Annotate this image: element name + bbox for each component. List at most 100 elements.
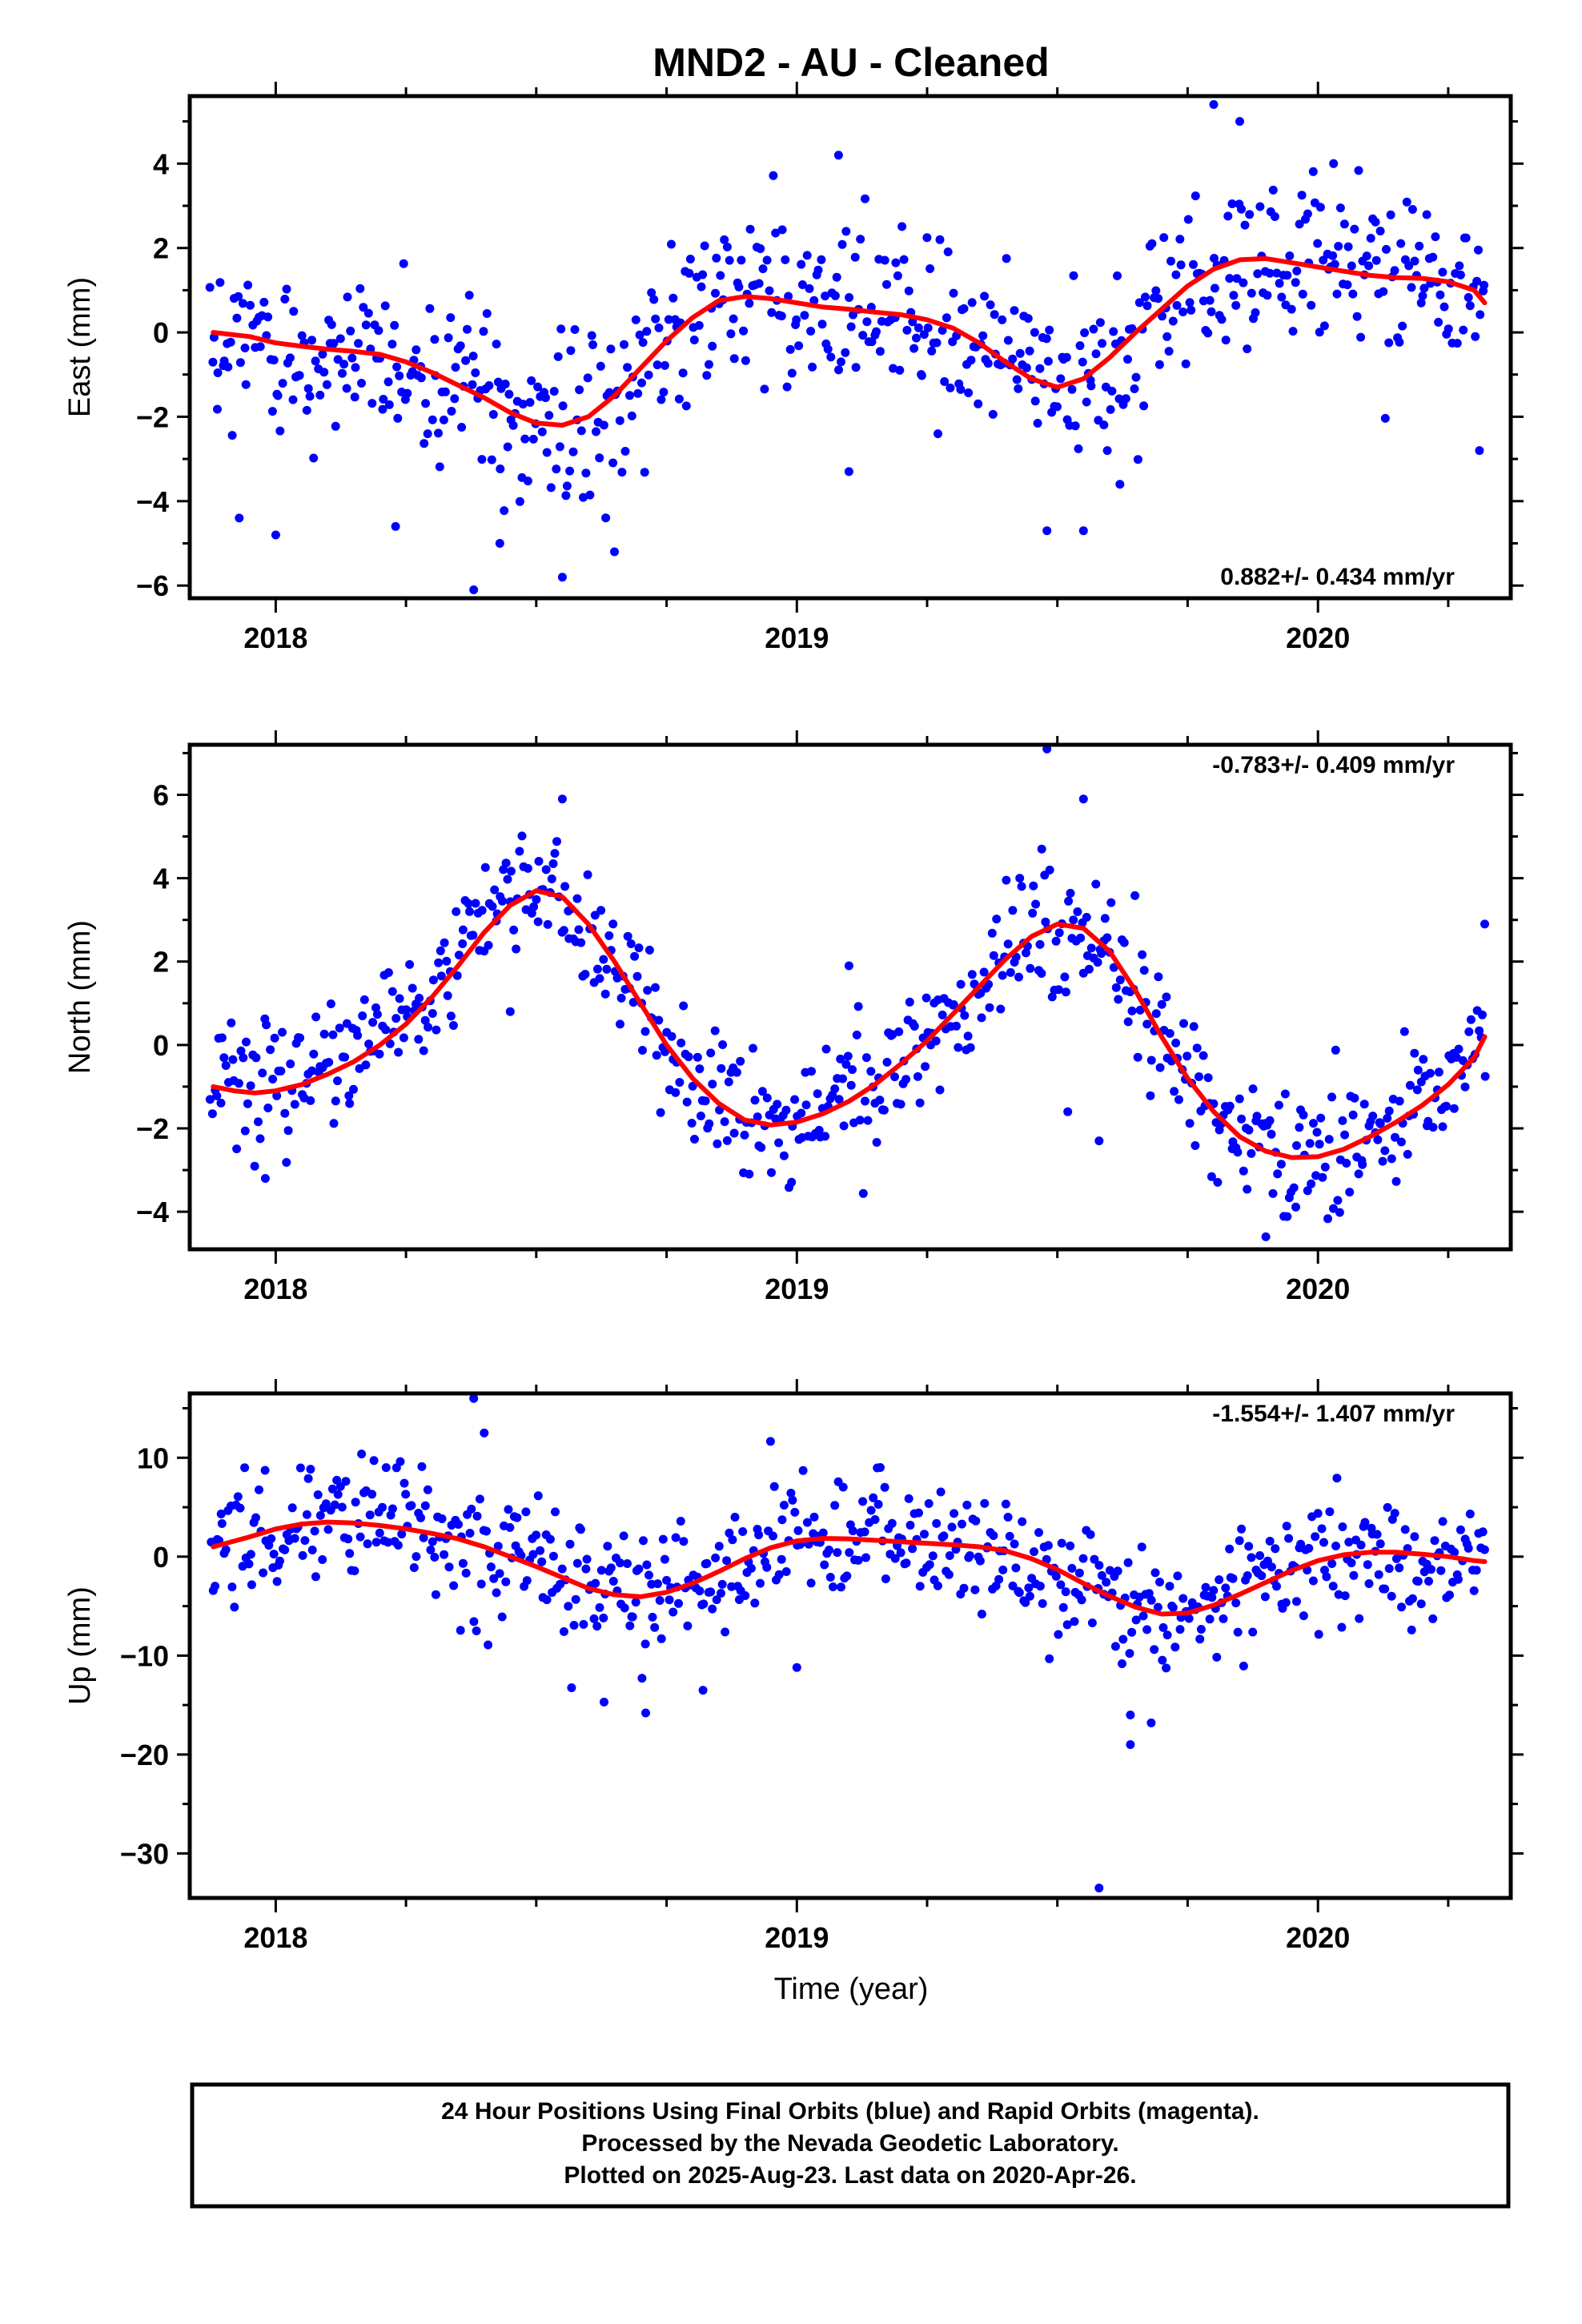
data-point xyxy=(977,1013,986,1023)
data-point xyxy=(1453,1574,1463,1584)
data-point xyxy=(1247,1148,1256,1158)
data-point xyxy=(679,1537,689,1546)
data-point xyxy=(512,1513,522,1522)
data-point-outlier xyxy=(1235,117,1244,127)
data-point xyxy=(705,360,713,369)
data-point xyxy=(665,1595,674,1605)
data-point xyxy=(400,1478,409,1488)
data-point xyxy=(357,379,366,388)
data-point xyxy=(905,1521,915,1530)
data-point xyxy=(940,377,950,386)
data-point xyxy=(1217,315,1227,324)
data-point xyxy=(1405,1080,1415,1090)
data-point xyxy=(870,1515,880,1524)
data-point xyxy=(920,1530,929,1539)
data-point xyxy=(1008,1581,1018,1590)
data-point xyxy=(1387,1154,1396,1164)
data-point xyxy=(347,353,357,363)
data-point xyxy=(1133,1052,1142,1062)
data-point xyxy=(690,1135,699,1144)
data-point xyxy=(286,1059,295,1068)
data-point xyxy=(311,1012,321,1022)
data-point xyxy=(592,1622,602,1631)
data-point xyxy=(606,344,616,354)
data-point xyxy=(565,1539,575,1549)
data-point xyxy=(1309,1119,1318,1128)
data-point xyxy=(1082,397,1091,407)
data-point xyxy=(890,1554,900,1563)
data-point xyxy=(1014,384,1023,393)
data-point xyxy=(419,1046,428,1055)
data-point xyxy=(1332,289,1342,299)
data-point xyxy=(750,1096,760,1105)
data-point xyxy=(590,911,600,920)
data-point xyxy=(932,1518,942,1528)
data-point xyxy=(699,1599,709,1609)
data-point xyxy=(634,1564,644,1574)
data-point xyxy=(1452,1052,1461,1062)
data-point xyxy=(331,421,340,431)
data-point-outlier xyxy=(1126,1711,1135,1719)
data-point xyxy=(1118,1659,1126,1668)
data-point xyxy=(757,1143,766,1152)
data-point xyxy=(392,362,402,372)
y-tick-label: −30 xyxy=(120,1837,169,1870)
data-point xyxy=(1185,298,1195,308)
data-point xyxy=(631,315,640,324)
data-point xyxy=(498,896,507,906)
data-point xyxy=(444,333,453,343)
data-point xyxy=(1239,1166,1248,1176)
data-point xyxy=(329,339,339,348)
data-point xyxy=(708,1080,717,1089)
data-point xyxy=(1292,1141,1301,1150)
data-point xyxy=(490,885,500,895)
data-point xyxy=(1298,289,1307,299)
data-point xyxy=(1030,328,1039,337)
data-point-outlier xyxy=(1042,526,1052,536)
data-point xyxy=(949,1000,958,1009)
data-point xyxy=(1371,255,1381,265)
data-point xyxy=(1057,1538,1066,1548)
data-point xyxy=(278,1027,287,1037)
data-point xyxy=(1368,1112,1378,1121)
y-tick-label: −6 xyxy=(136,569,169,602)
data-point xyxy=(500,506,509,516)
data-point xyxy=(797,280,807,289)
data-point xyxy=(556,324,566,334)
data-point xyxy=(1162,1630,1172,1640)
data-point xyxy=(1291,1202,1300,1212)
data-point xyxy=(741,1591,750,1600)
data-point xyxy=(971,1516,981,1526)
data-point xyxy=(367,1490,377,1499)
data-point xyxy=(375,1528,384,1538)
data-point xyxy=(1139,401,1149,411)
data-point xyxy=(443,991,452,1000)
data-point xyxy=(897,222,907,231)
data-point xyxy=(1475,1026,1484,1035)
data-point xyxy=(394,1047,404,1057)
data-point xyxy=(369,1456,379,1466)
data-point xyxy=(688,1081,697,1091)
data-point xyxy=(964,388,974,397)
data-point xyxy=(423,1485,432,1494)
data-point xyxy=(276,1066,286,1076)
data-point xyxy=(448,1021,458,1030)
data-point xyxy=(338,368,347,378)
data-point xyxy=(1384,338,1394,348)
data-point xyxy=(232,313,242,323)
data-point xyxy=(471,899,480,908)
data-point xyxy=(1183,215,1193,224)
data-point xyxy=(923,323,933,332)
y-tick-label: 10 xyxy=(137,1441,169,1474)
data-point xyxy=(415,993,424,1003)
data-point xyxy=(345,1099,355,1108)
data-point xyxy=(989,1531,998,1540)
data-point xyxy=(247,1580,256,1590)
data-point xyxy=(553,352,563,361)
data-point xyxy=(658,1534,668,1544)
data-point xyxy=(1003,1513,1013,1522)
data-point xyxy=(1097,1570,1106,1580)
data-point xyxy=(902,325,912,335)
data-point xyxy=(882,279,891,289)
data-point xyxy=(681,401,691,411)
